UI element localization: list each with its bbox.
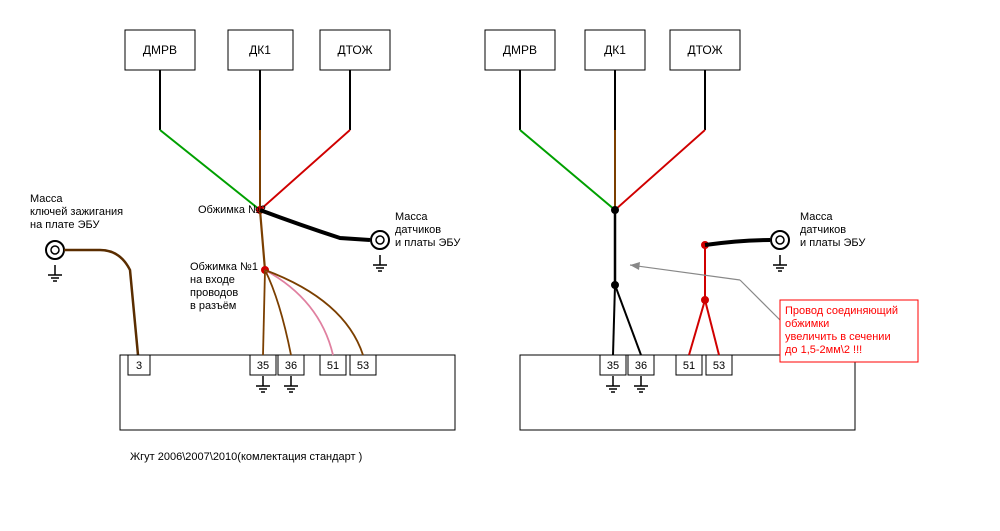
label: ДМРВ <box>503 43 537 57</box>
wire <box>160 130 260 210</box>
label: Масса <box>395 211 428 223</box>
wire <box>771 231 789 249</box>
wire <box>46 241 64 259</box>
label: Масса <box>30 193 63 205</box>
wire <box>260 130 350 210</box>
label: ДТОЖ <box>687 43 722 57</box>
label: 51 <box>327 360 339 372</box>
wire <box>371 231 389 249</box>
label: Обжимка №1 <box>190 261 258 273</box>
label: на плате ЭБУ <box>30 219 100 231</box>
label: ДК1 <box>249 43 271 57</box>
label: датчиков <box>395 224 441 236</box>
wire <box>261 131 351 211</box>
label: 51 <box>683 360 695 372</box>
label: и платы ЭБУ <box>395 237 461 249</box>
label: 3 <box>136 360 142 372</box>
label: 53 <box>713 360 725 372</box>
wire <box>376 236 384 244</box>
wire <box>260 210 265 270</box>
label: Обжимка №2 <box>198 204 266 216</box>
label: Масса <box>800 211 833 223</box>
wire <box>776 236 784 244</box>
label: увеличить в сечении <box>785 331 891 343</box>
wire <box>615 130 705 210</box>
label: проводов <box>190 287 238 299</box>
label: обжимки <box>785 318 829 330</box>
label: датчиков <box>800 224 846 236</box>
label: 36 <box>285 360 297 372</box>
label: ключей зажигания <box>30 206 123 218</box>
label: 36 <box>635 360 647 372</box>
label: в разъём <box>190 300 236 312</box>
wire <box>705 240 770 245</box>
wire <box>705 300 719 355</box>
label: 53 <box>357 360 369 372</box>
wire <box>260 210 370 240</box>
wire <box>615 285 641 355</box>
wire <box>265 270 333 355</box>
label: 35 <box>607 360 619 372</box>
label: ДК1 <box>604 43 626 57</box>
label: на входе <box>190 274 235 286</box>
label: Провод соединяющий <box>785 305 898 317</box>
label: 35 <box>257 360 269 372</box>
wire <box>740 280 780 320</box>
label: и платы ЭБУ <box>800 237 866 249</box>
wire <box>520 130 615 210</box>
wire <box>263 270 265 355</box>
wire <box>64 250 138 355</box>
wire <box>613 285 615 355</box>
label: Жгут 2006\2007\2010(комлектация стандарт… <box>130 451 362 463</box>
wire <box>689 300 705 355</box>
label: ДМРВ <box>143 43 177 57</box>
wire <box>630 262 640 270</box>
label: до 1,5-2мм\2 !!! <box>785 344 862 356</box>
label: ДТОЖ <box>337 43 372 57</box>
wire <box>265 270 291 355</box>
wire <box>51 246 59 254</box>
wire <box>630 265 740 280</box>
wire <box>616 131 706 211</box>
